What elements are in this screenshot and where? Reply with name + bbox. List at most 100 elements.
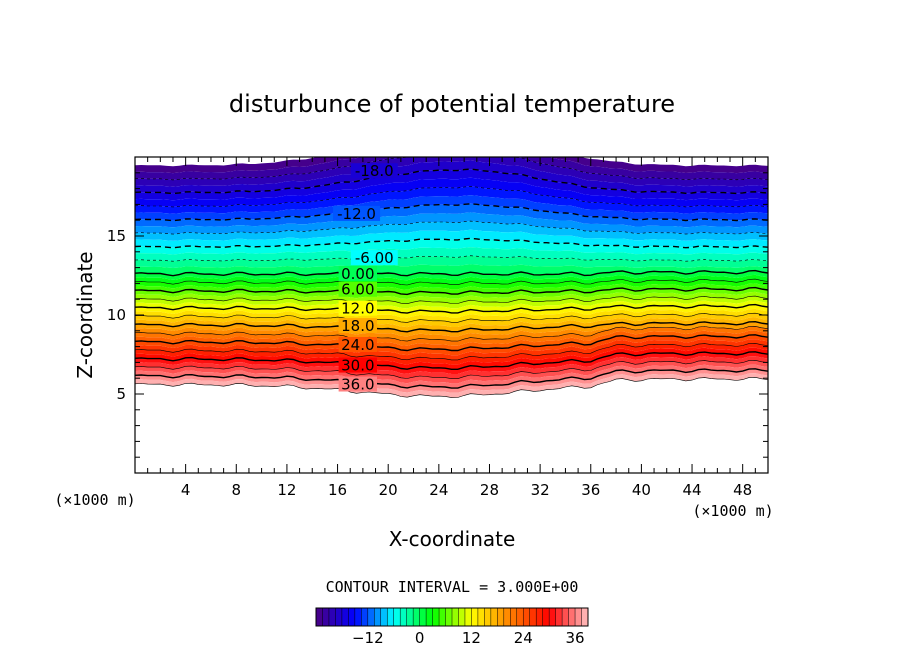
colorbar-cell [432, 608, 440, 626]
colorbar-cell [348, 608, 356, 626]
colorbar-cell [529, 608, 537, 626]
colorbar-cell [367, 608, 375, 626]
color-band [135, 326, 768, 346]
color-band [135, 330, 768, 351]
x-axis-label: X-coordinate [389, 527, 516, 551]
colorbar-cell [536, 608, 543, 626]
contour-line [135, 168, 768, 195]
contour-label-bg [338, 265, 378, 281]
color-band [135, 238, 768, 255]
color-band [135, 347, 768, 370]
colorbar-cell [575, 608, 582, 626]
color-band [135, 343, 768, 365]
contour-label: -18.0 [355, 162, 394, 180]
color-band [135, 300, 768, 314]
color-band [135, 317, 768, 332]
contour-line [135, 278, 768, 286]
colorbar-tick-label: 0 [415, 629, 425, 647]
colorbar-cell [503, 608, 511, 626]
color-band [135, 339, 768, 360]
contour-line [135, 237, 768, 249]
contour-label: -6.00 [355, 249, 394, 267]
contour-line [135, 295, 768, 305]
color-band [135, 229, 768, 248]
colorbar-cell [464, 608, 472, 626]
contour-line [135, 359, 768, 380]
x-tick-label: 8 [232, 481, 242, 499]
x-tick-label: 36 [581, 481, 600, 499]
colorbar-tick-label: 12 [462, 629, 481, 647]
colorbar-cell [562, 608, 569, 626]
color-band [135, 351, 768, 374]
chart-title: disturbunce of potential temperature [229, 90, 675, 118]
colorbar-cell [393, 608, 401, 626]
contour-label-bg [338, 300, 378, 316]
x-axis-ticks: 4 8 12 16 20 24 28 32 36 40 44 48 [147, 157, 756, 499]
color-band [135, 274, 768, 285]
contour-label: 0.00 [341, 265, 374, 283]
color-band [135, 157, 768, 180]
contour-label-bg [338, 357, 378, 373]
color-band [135, 296, 768, 309]
colorbar-cell [555, 608, 563, 626]
colorbar-cell [413, 608, 420, 626]
colorbar-cell [581, 608, 589, 626]
contour-lines [135, 157, 768, 398]
contour-label-bg [338, 318, 378, 334]
colorbar-cell [471, 608, 479, 626]
contour-label: 30.0 [341, 357, 374, 375]
color-band [135, 221, 768, 241]
contour-line [135, 342, 768, 361]
color-band [135, 247, 768, 262]
color-band [135, 157, 768, 174]
y-tick-label: 10 [107, 306, 126, 324]
contour-label: 18.0 [341, 317, 374, 335]
colorbar-cell [328, 608, 336, 626]
colorbar-cell [439, 608, 446, 626]
color-band [135, 356, 768, 379]
color-band [135, 255, 768, 268]
contour-line [135, 368, 768, 389]
color-band [135, 283, 768, 295]
color-band [135, 313, 768, 328]
colorbar-cell [426, 608, 433, 626]
contour-line [135, 312, 768, 323]
color-band [135, 157, 768, 187]
colorbar-cell [354, 608, 362, 626]
contour-label-bg [338, 376, 378, 392]
colorbar-cell [322, 608, 330, 626]
colorbar-frame [315, 607, 589, 627]
x-tick-label: 16 [328, 481, 347, 499]
contour-label: 6.00 [341, 281, 374, 299]
y-axis-label: Z-coordinate [73, 251, 97, 378]
contour-label: 24.0 [341, 336, 374, 354]
contour-label-bg [350, 250, 398, 266]
color-band [135, 373, 768, 398]
x-tick-label: 40 [632, 481, 651, 499]
colorbar-cell [400, 608, 407, 626]
plot-area [135, 157, 768, 473]
contour-line [135, 286, 768, 296]
colorbar-cell [387, 608, 395, 626]
contour-line [135, 203, 768, 222]
color-band [135, 177, 768, 207]
x-tick-label: 44 [682, 481, 701, 499]
x-tick-label: 12 [277, 481, 296, 499]
contour-line [135, 220, 768, 235]
x-tick-label: 48 [733, 481, 752, 499]
colorbar-cell [374, 608, 382, 626]
color-band [135, 203, 768, 228]
x-tick-label: 32 [531, 481, 550, 499]
contour-line [135, 334, 768, 352]
colorbar-cell [445, 608, 453, 626]
contour-line [135, 325, 768, 342]
colorbar-cell [361, 608, 369, 626]
colorbar-cell [477, 608, 485, 626]
contour-line [135, 351, 768, 370]
colorbar-ticks: −12 0 12 24 36 [352, 629, 585, 647]
colorbar-cell [516, 608, 524, 626]
color-band [135, 334, 768, 356]
x-unit-right: (×1000 m) [692, 502, 773, 520]
y-tick-label: 15 [107, 227, 126, 245]
contour-line [135, 320, 768, 333]
